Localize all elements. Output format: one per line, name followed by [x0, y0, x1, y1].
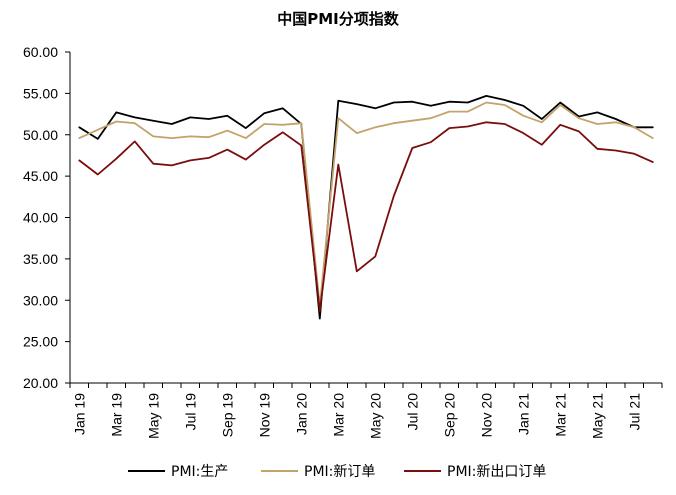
legend: PMI:生产 PMI:新订单 PMI:新出口订单: [128, 464, 546, 480]
y-tick-label: 50.00: [23, 127, 58, 143]
series-line-3: [78, 121, 654, 312]
legend-label-2: PMI:新订单: [304, 464, 375, 480]
y-tick-label: 60.00: [23, 44, 58, 60]
series-line-2: [78, 101, 654, 307]
x-tick-label: Nov 20: [478, 393, 494, 438]
y-tick-label: 20.00: [23, 375, 58, 391]
x-tick-label: Jul 21: [626, 393, 642, 431]
x-axis-ticks: Jan 19 Mar 19 May 19 Jul 19 Sep 19 Nov 19 Jan …: [69, 383, 663, 439]
x-tick-label: May 20: [367, 393, 383, 439]
x-tick-label: Nov 19: [256, 393, 272, 438]
x-tick-label: Jul 20: [404, 393, 420, 431]
series-line-1: [78, 95, 654, 320]
y-tick-label: 35.00: [23, 251, 58, 267]
legend-label-3: PMI:新出口订单: [447, 464, 546, 480]
x-tick-label: Jan 19: [71, 393, 87, 435]
y-tick-label: 40.00: [23, 210, 58, 226]
y-tick-label: 25.00: [23, 334, 58, 350]
x-tick-label: Sep 20: [441, 393, 457, 438]
x-tick-label: May 19: [145, 393, 161, 439]
x-tick-label: Jan 21: [515, 393, 531, 435]
x-tick-label: May 21: [589, 393, 605, 439]
x-tick-label: Mar 19: [108, 393, 124, 437]
y-tick-label: 45.00: [23, 168, 58, 184]
x-tick-label: Mar 21: [552, 393, 568, 437]
x-tick-label: Sep 19: [219, 393, 235, 438]
series-lines: [78, 95, 654, 320]
chart-title: 中国PMI分项指数: [277, 10, 400, 28]
y-axis-ticks: 20.00 25.00 30.00 35.00 40.00 45.00 50.00 55.00…: [23, 44, 70, 391]
x-tick-label: Mar 20: [330, 393, 346, 437]
y-tick-label: 55.00: [23, 85, 58, 101]
x-tick-label: Jan 20: [293, 393, 309, 435]
x-tick-label: Jul 19: [182, 393, 198, 431]
y-tick-label: 30.00: [23, 292, 58, 308]
legend-label-1: PMI:生产: [171, 464, 228, 480]
